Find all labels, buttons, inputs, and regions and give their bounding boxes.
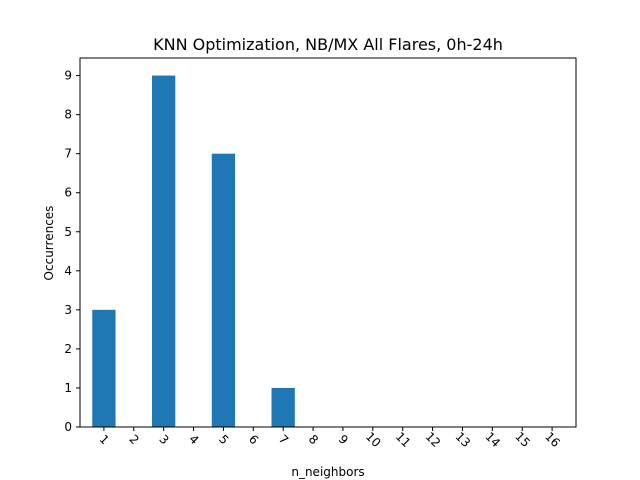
y-tick-label: 7 xyxy=(64,147,72,161)
y-tick-label: 8 xyxy=(64,108,72,122)
y-axis: 0 1 2 3 4 5 6 7 8 9 xyxy=(64,69,80,434)
bar xyxy=(92,309,116,427)
y-tick-label: 9 xyxy=(64,69,72,83)
x-axis-label: n_neighbors xyxy=(291,465,364,479)
bars-group xyxy=(92,75,295,428)
y-tick-label: 2 xyxy=(64,342,72,356)
plot-frame xyxy=(79,57,577,428)
y-tick-label: 3 xyxy=(64,303,72,317)
bar xyxy=(211,153,236,428)
y-tick-label: 4 xyxy=(64,264,72,278)
chart-title: KNN Optimization, NB/MX All Flares, 0h-2… xyxy=(153,35,503,54)
y-tick-label: 0 xyxy=(64,420,72,434)
y-tick-label: 5 xyxy=(64,225,72,239)
bar xyxy=(271,387,295,427)
y-axis-label: Occurrences xyxy=(42,206,56,281)
y-tick-label: 1 xyxy=(64,381,72,395)
bar xyxy=(152,75,176,427)
y-tick-label: 6 xyxy=(64,186,72,200)
